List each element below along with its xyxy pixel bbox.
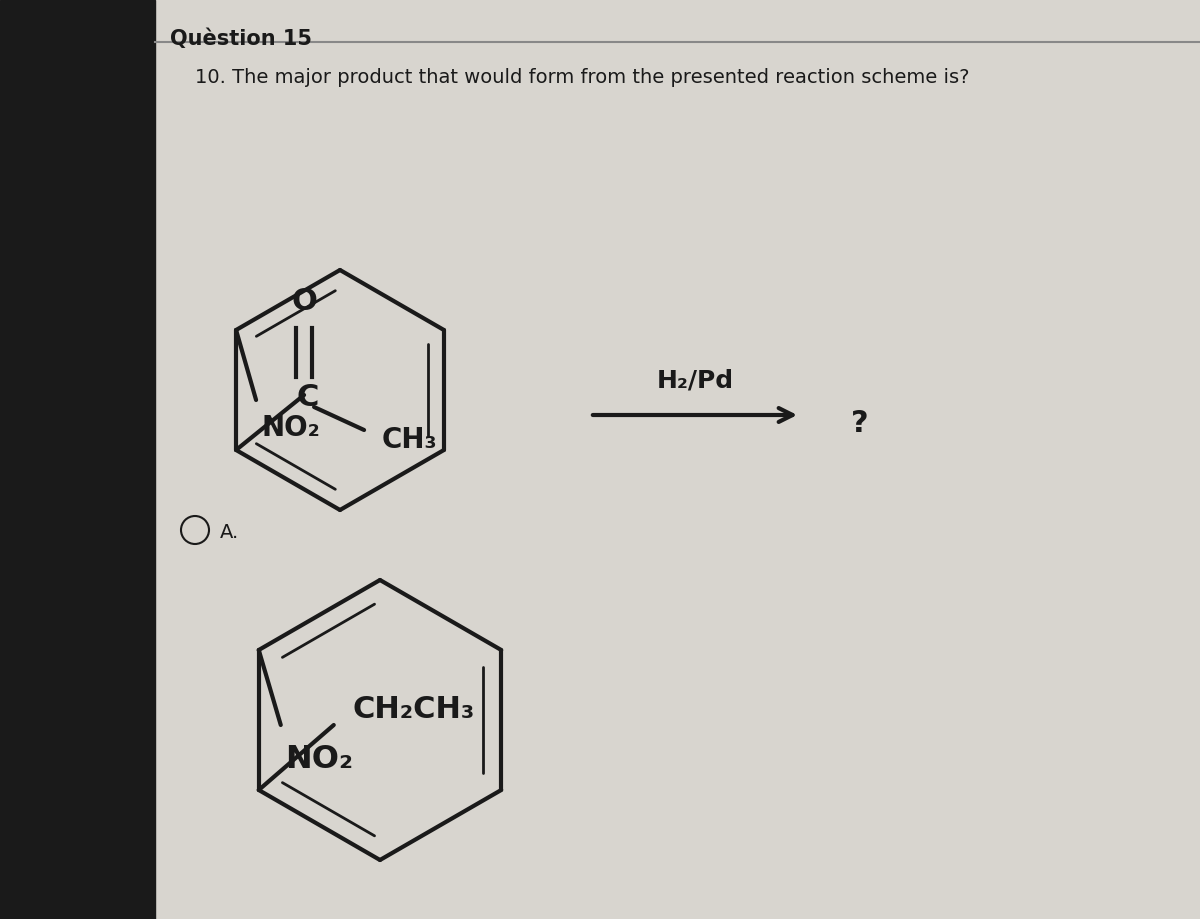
Text: O: O (292, 288, 317, 316)
Text: ?: ? (851, 409, 869, 437)
Bar (0, 0, 155, 919)
Text: C: C (296, 382, 319, 412)
Text: H₂/Pd: H₂/Pd (656, 369, 733, 393)
Text: 10. The major product that would form from the presented reaction scheme is?: 10. The major product that would form fr… (194, 68, 970, 87)
Text: CH₂CH₃: CH₂CH₃ (353, 696, 475, 724)
Text: Quèstion 15: Quèstion 15 (170, 28, 312, 49)
Text: A.: A. (220, 523, 239, 541)
Text: NO₂: NO₂ (284, 744, 353, 776)
Text: NO₂: NO₂ (262, 414, 320, 442)
Text: CH₃: CH₃ (382, 426, 437, 454)
